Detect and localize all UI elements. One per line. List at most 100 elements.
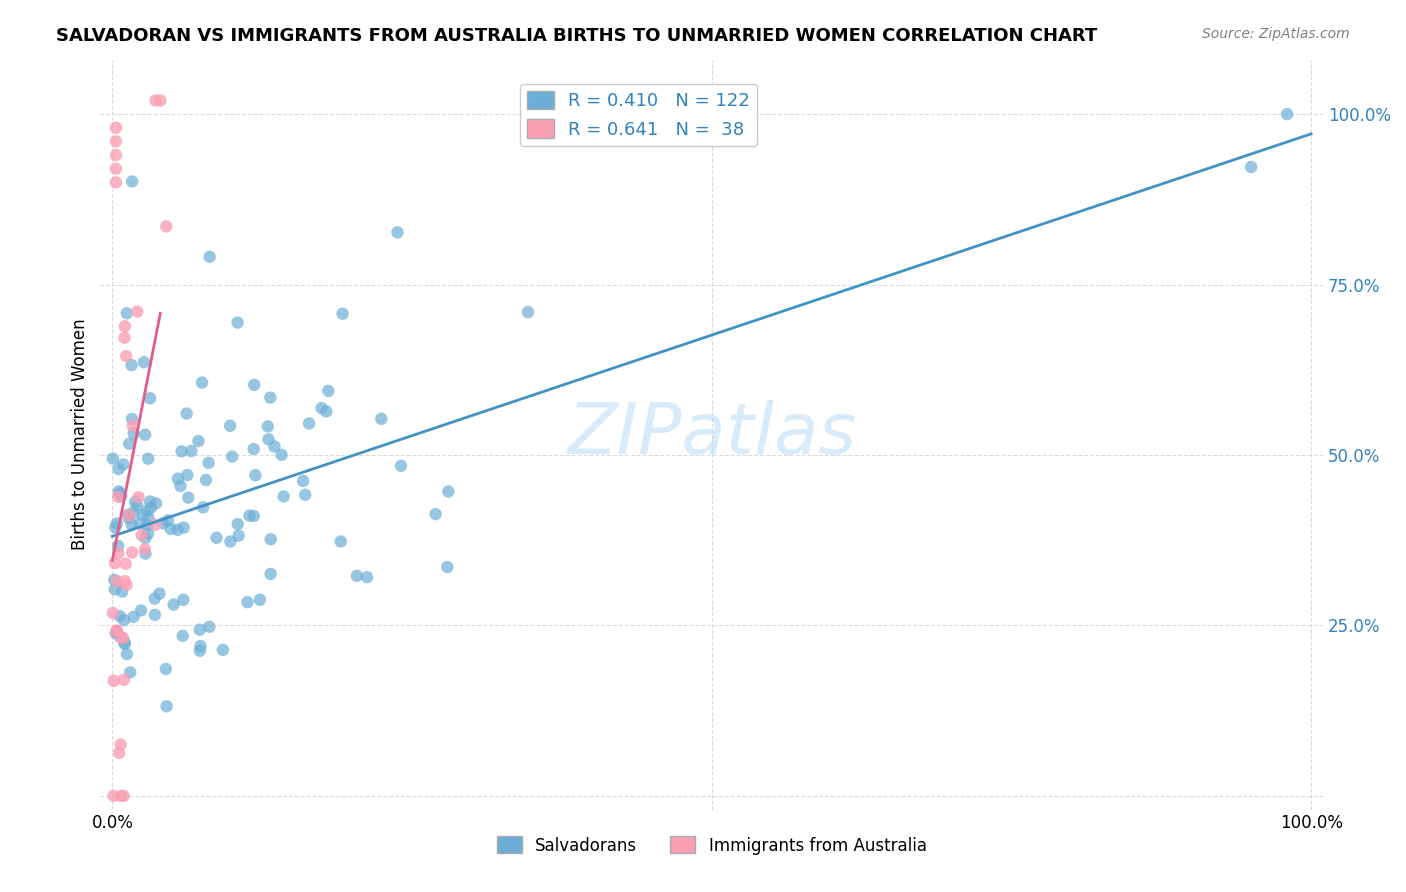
- Salvadorans: [134, 547, 156, 561]
- Salvadorans: [107, 484, 129, 499]
- Salvadorans: [205, 531, 228, 545]
- Salvadorans: [212, 643, 235, 657]
- Immigrants from Australia: [115, 578, 138, 592]
- Salvadorans: [298, 417, 321, 431]
- Salvadorans: [105, 516, 128, 531]
- Immigrants from Australia: [104, 175, 127, 189]
- Salvadorans: [194, 473, 217, 487]
- Salvadorans: [169, 479, 191, 493]
- Salvadorans: [219, 534, 242, 549]
- Immigrants from Australia: [101, 606, 124, 620]
- Salvadorans: [1240, 160, 1263, 174]
- Salvadorans: [226, 316, 249, 330]
- Salvadorans: [121, 174, 143, 188]
- Salvadorans: [115, 647, 138, 661]
- Salvadorans: [105, 624, 128, 639]
- Salvadorans: [226, 517, 249, 532]
- Salvadorans: [191, 500, 214, 515]
- Salvadorans: [166, 523, 188, 537]
- Immigrants from Australia: [104, 148, 127, 162]
- Salvadorans: [162, 598, 184, 612]
- Salvadorans: [155, 662, 177, 676]
- Salvadorans: [389, 458, 412, 473]
- Salvadorans: [236, 595, 259, 609]
- Immigrants from Australia: [114, 557, 136, 571]
- Salvadorans: [152, 516, 174, 531]
- Immigrants from Australia: [121, 545, 143, 559]
- Salvadorans: [128, 516, 150, 531]
- Salvadorans: [263, 440, 285, 454]
- Salvadorans: [108, 609, 131, 624]
- Salvadorans: [187, 434, 209, 448]
- Salvadorans: [387, 225, 409, 239]
- Salvadorans: [101, 451, 124, 466]
- Immigrants from Australia: [134, 542, 156, 557]
- Salvadorans: [138, 511, 160, 525]
- Salvadorans: [170, 444, 193, 458]
- Salvadorans: [370, 411, 392, 425]
- Salvadorans: [121, 412, 143, 426]
- Salvadorans: [110, 490, 132, 504]
- Salvadorans: [346, 569, 368, 583]
- Salvadorans: [242, 442, 264, 456]
- Salvadorans: [104, 626, 127, 640]
- Salvadorans: [136, 451, 159, 466]
- Salvadorans: [273, 490, 295, 504]
- Salvadorans: [159, 522, 181, 536]
- Immigrants from Australia: [107, 546, 129, 560]
- Salvadorans: [136, 518, 159, 533]
- Salvadorans: [238, 508, 260, 523]
- Salvadorans: [131, 508, 153, 522]
- Immigrants from Australia: [115, 349, 138, 363]
- Salvadorans: [107, 462, 129, 476]
- Salvadorans: [134, 531, 156, 545]
- Salvadorans: [117, 508, 139, 522]
- Legend: R = 0.410   N = 122, R = 0.641   N =  38: R = 0.410 N = 122, R = 0.641 N = 38: [519, 84, 758, 145]
- Immigrants from Australia: [118, 508, 141, 523]
- Salvadorans: [243, 508, 266, 523]
- Salvadorans: [172, 629, 194, 643]
- Immigrants from Australia: [107, 490, 129, 504]
- Salvadorans: [167, 472, 190, 486]
- Salvadorans: [104, 582, 127, 597]
- Salvadorans: [118, 436, 141, 450]
- Immigrants from Australia: [149, 94, 172, 108]
- Salvadorans: [177, 491, 200, 505]
- Immigrants from Australia: [105, 624, 128, 638]
- Y-axis label: Births to Unmarried Women: Births to Unmarried Women: [72, 318, 89, 550]
- Salvadorans: [318, 384, 340, 398]
- Salvadorans: [425, 507, 447, 521]
- Immigrants from Australia: [128, 490, 150, 504]
- Salvadorans: [143, 591, 166, 606]
- Salvadorans: [259, 391, 281, 405]
- Text: Source: ZipAtlas.com: Source: ZipAtlas.com: [1202, 27, 1350, 41]
- Immigrants from Australia: [103, 789, 125, 803]
- Immigrants from Australia: [114, 574, 136, 589]
- Salvadorans: [249, 592, 271, 607]
- Salvadorans: [188, 623, 211, 637]
- Salvadorans: [270, 448, 292, 462]
- Salvadorans: [145, 496, 167, 510]
- Salvadorans: [260, 566, 283, 581]
- Salvadorans: [155, 699, 177, 714]
- Salvadorans: [517, 305, 540, 319]
- Immigrants from Australia: [155, 219, 177, 234]
- Salvadorans: [257, 432, 280, 446]
- Salvadorans: [129, 603, 152, 617]
- Text: SALVADORAN VS IMMIGRANTS FROM AUSTRALIA BIRTHS TO UNMARRIED WOMEN CORRELATION CH: SALVADORAN VS IMMIGRANTS FROM AUSTRALIA …: [56, 27, 1098, 45]
- Salvadorans: [311, 401, 333, 416]
- Salvadorans: [176, 467, 198, 482]
- Immigrants from Australia: [112, 789, 135, 803]
- Salvadorans: [134, 427, 156, 442]
- Immigrants from Australia: [145, 517, 167, 532]
- Salvadorans: [180, 444, 202, 458]
- Salvadorans: [221, 450, 243, 464]
- Salvadorans: [121, 517, 143, 532]
- Salvadorans: [172, 592, 194, 607]
- Immigrants from Australia: [110, 630, 132, 644]
- Salvadorans: [122, 426, 145, 441]
- Salvadorans: [292, 474, 315, 488]
- Salvadorans: [245, 468, 267, 483]
- Immigrants from Australia: [127, 304, 149, 318]
- Salvadorans: [112, 613, 135, 627]
